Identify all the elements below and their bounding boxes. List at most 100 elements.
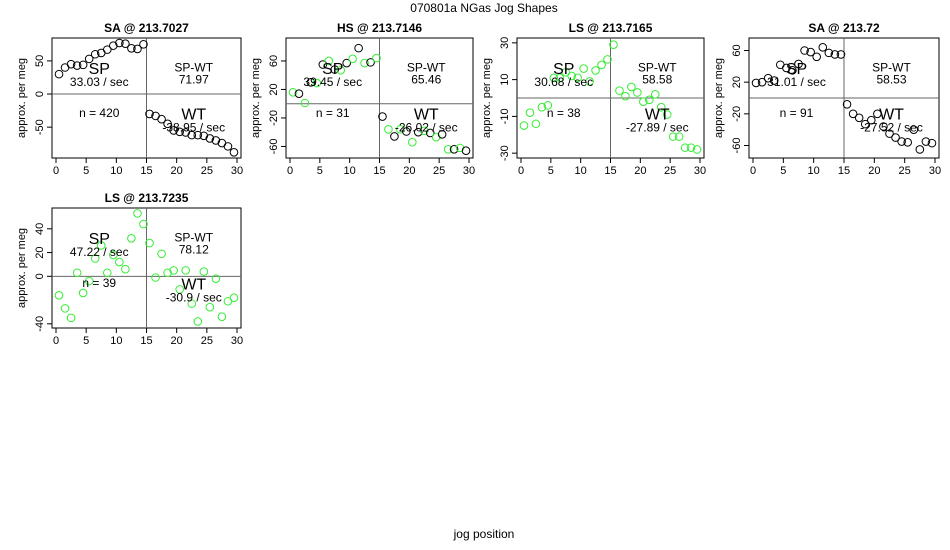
data-point	[621, 91, 630, 101]
data-point	[199, 267, 209, 276]
data-point	[181, 266, 191, 275]
data-point	[879, 122, 888, 131]
data-point	[674, 132, 684, 141]
sp-label: SP	[786, 61, 807, 78]
data-point	[187, 130, 197, 140]
data-point	[121, 264, 130, 274]
data-point	[229, 293, 239, 302]
data-point	[163, 119, 172, 129]
data-point	[413, 127, 423, 137]
y-tick-label: 60	[731, 44, 743, 56]
x-tick-label: 10	[808, 165, 820, 177]
data-point	[680, 143, 690, 152]
y-tick-label: 50	[34, 55, 46, 67]
panel-title: LS @ 213.7165	[569, 21, 653, 35]
spwt-label: SP-WT	[872, 61, 911, 75]
data-point	[519, 121, 529, 130]
data-point	[211, 136, 221, 145]
data-point	[199, 131, 209, 141]
wt-rate: -27.52 / sec	[860, 121, 923, 135]
data-point	[848, 109, 858, 119]
x-tick-label: 30	[231, 335, 243, 347]
data-point	[650, 90, 660, 99]
data-point	[543, 101, 553, 110]
y-tick-label: -20	[731, 106, 743, 122]
data-point	[915, 145, 925, 154]
data-point	[751, 78, 761, 88]
x-tick-label: 20	[868, 165, 880, 177]
sp-label: SP	[89, 231, 110, 248]
data-point	[885, 129, 894, 138]
sp-label: SP	[553, 61, 574, 78]
panel-title: SA @ 213.72	[808, 21, 880, 35]
x-tick-label: 20	[403, 165, 415, 177]
data-point	[294, 89, 304, 99]
data-point	[824, 48, 834, 58]
data-point	[145, 109, 154, 119]
x-tick-label: 0	[53, 165, 59, 177]
data-point	[627, 82, 636, 92]
spwt-value: 78.12	[179, 243, 209, 257]
n-count: n = 91	[780, 106, 814, 120]
data-point	[78, 288, 88, 298]
data-point	[800, 46, 809, 55]
data-point	[579, 64, 588, 73]
data-point	[121, 39, 130, 48]
data-point	[163, 268, 172, 278]
y-tick-label: -50	[34, 119, 46, 135]
n-count: n = 39	[82, 276, 116, 290]
figure-title: 070801a NGas Jog Shapes	[410, 1, 557, 15]
data-point	[384, 125, 393, 134]
x-tick-label: 20	[171, 165, 183, 177]
x-tick-label: 30	[929, 165, 941, 177]
panel-3: LS @ 213.7165 approx. per meg 0 5 10 15 20 25 30…	[481, 21, 706, 177]
data-point	[151, 273, 160, 282]
data-point	[223, 142, 233, 151]
y-tick-label: 40	[34, 223, 46, 235]
data-point	[109, 250, 118, 260]
data-point	[127, 43, 136, 53]
x-tick-label: 25	[201, 165, 213, 177]
data-point	[324, 56, 334, 66]
data-point	[157, 249, 166, 259]
data-point	[425, 128, 435, 138]
data-point	[300, 98, 310, 108]
data-point	[449, 145, 459, 154]
data-point	[573, 73, 582, 83]
y-tick-label: -60	[268, 138, 280, 154]
x-tick-label: 10	[575, 165, 587, 177]
data-point	[78, 60, 88, 70]
data-point	[585, 77, 594, 86]
data-point	[531, 119, 541, 129]
data-point	[115, 38, 124, 48]
data-point	[396, 125, 405, 134]
data-point	[656, 102, 666, 112]
data-point	[84, 276, 94, 286]
data-point	[205, 302, 215, 312]
data-point	[72, 61, 82, 70]
data-point	[217, 312, 227, 321]
panel-title: SA @ 213.7027	[104, 21, 189, 35]
spwt-label: SP-WT	[174, 61, 213, 75]
data-point	[818, 43, 828, 52]
data-point	[633, 88, 642, 97]
data-point	[90, 49, 100, 59]
x-tick-label: 5	[780, 165, 786, 177]
data-point	[372, 53, 381, 63]
data-point	[354, 43, 363, 53]
data-point	[139, 219, 148, 229]
data-point	[788, 65, 797, 75]
data-point	[181, 128, 191, 137]
data-point	[60, 304, 70, 313]
data-point	[133, 209, 142, 218]
x-tick-label: 5	[83, 165, 89, 177]
data-point	[549, 73, 559, 83]
data-point	[873, 109, 882, 119]
data-point	[360, 58, 369, 68]
data-point	[115, 257, 124, 267]
y-axis-label: approx. per meg	[16, 228, 28, 308]
x-tick-label: 15	[140, 335, 152, 347]
data-point	[842, 100, 852, 109]
data-point	[96, 241, 106, 250]
y-axis-label: approx. per meg	[713, 58, 725, 138]
